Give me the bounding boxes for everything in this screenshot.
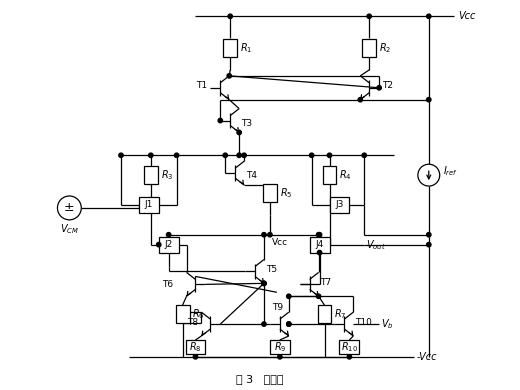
Text: T3: T3 <box>241 119 252 128</box>
Text: T5: T5 <box>266 265 277 274</box>
Bar <box>159 237 178 253</box>
Text: ±: ± <box>64 201 75 215</box>
Circle shape <box>362 153 367 158</box>
Circle shape <box>262 281 266 285</box>
Circle shape <box>418 164 440 186</box>
Text: T7: T7 <box>320 278 332 287</box>
Circle shape <box>223 153 227 158</box>
Text: $R_2$: $R_2$ <box>379 41 392 55</box>
Text: T6: T6 <box>162 280 174 289</box>
Circle shape <box>377 85 381 90</box>
Text: $V_{out}$: $V_{out}$ <box>366 238 386 252</box>
Circle shape <box>309 153 314 158</box>
Circle shape <box>347 355 352 359</box>
Text: $R_9$: $R_9$ <box>274 340 286 354</box>
Text: $R_6$: $R_6$ <box>192 307 205 321</box>
Text: -Vcc: -Vcc <box>417 352 437 362</box>
Circle shape <box>227 74 231 78</box>
Bar <box>309 237 330 253</box>
Bar <box>263 184 277 202</box>
Circle shape <box>426 232 431 237</box>
Circle shape <box>367 14 371 18</box>
Bar <box>144 166 158 184</box>
Circle shape <box>268 232 272 237</box>
Text: $R_3$: $R_3$ <box>161 168 173 182</box>
Circle shape <box>242 153 246 158</box>
Circle shape <box>316 232 321 237</box>
Text: $V_b$: $V_b$ <box>381 317 394 331</box>
Text: Vcc: Vcc <box>272 238 288 247</box>
Text: $V_{CM}$: $V_{CM}$ <box>60 222 79 236</box>
Circle shape <box>174 153 179 158</box>
Circle shape <box>149 153 153 158</box>
Text: $R_1$: $R_1$ <box>240 41 253 55</box>
Bar <box>362 39 376 57</box>
Circle shape <box>262 281 266 285</box>
Text: T4: T4 <box>246 171 257 180</box>
Circle shape <box>278 355 282 359</box>
Circle shape <box>317 232 322 237</box>
Bar <box>318 305 331 323</box>
Bar <box>186 340 205 354</box>
Circle shape <box>426 243 431 247</box>
Text: T8: T8 <box>187 317 199 326</box>
Text: $R_7$: $R_7$ <box>334 307 347 321</box>
Circle shape <box>317 250 322 255</box>
Circle shape <box>193 355 198 359</box>
Text: T9: T9 <box>272 303 283 312</box>
Circle shape <box>327 153 332 158</box>
Circle shape <box>57 196 81 220</box>
Bar <box>139 197 159 213</box>
Circle shape <box>218 118 223 123</box>
Circle shape <box>237 153 241 158</box>
Circle shape <box>287 322 291 326</box>
Circle shape <box>287 294 291 298</box>
Circle shape <box>119 153 123 158</box>
Circle shape <box>262 232 266 237</box>
Text: J1: J1 <box>145 200 153 209</box>
Text: T1: T1 <box>196 81 207 90</box>
Text: T10: T10 <box>355 317 372 326</box>
Bar <box>330 197 349 213</box>
Circle shape <box>426 14 431 18</box>
Bar <box>223 39 237 57</box>
Circle shape <box>358 98 362 102</box>
Text: J2: J2 <box>164 240 173 249</box>
Circle shape <box>262 322 266 326</box>
Circle shape <box>237 130 241 135</box>
Text: Vcc: Vcc <box>459 11 476 21</box>
Text: $I_{ref}$: $I_{ref}$ <box>443 164 458 178</box>
Circle shape <box>228 14 232 18</box>
Bar <box>270 340 290 354</box>
Circle shape <box>157 243 161 247</box>
Text: $R_4$: $R_4$ <box>340 168 352 182</box>
Text: T2: T2 <box>382 81 393 90</box>
Circle shape <box>316 294 321 298</box>
Circle shape <box>426 98 431 102</box>
Circle shape <box>166 232 171 237</box>
Text: 图 3   输入级: 图 3 输入级 <box>236 374 284 384</box>
Text: $R_{10}$: $R_{10}$ <box>341 340 358 354</box>
Circle shape <box>287 322 291 326</box>
Bar <box>340 340 359 354</box>
Bar <box>176 305 189 323</box>
Text: J3: J3 <box>335 200 344 209</box>
Bar <box>322 166 336 184</box>
Text: $R_5$: $R_5$ <box>280 186 292 200</box>
Text: J4: J4 <box>316 240 323 249</box>
Text: $R_8$: $R_8$ <box>189 340 202 354</box>
